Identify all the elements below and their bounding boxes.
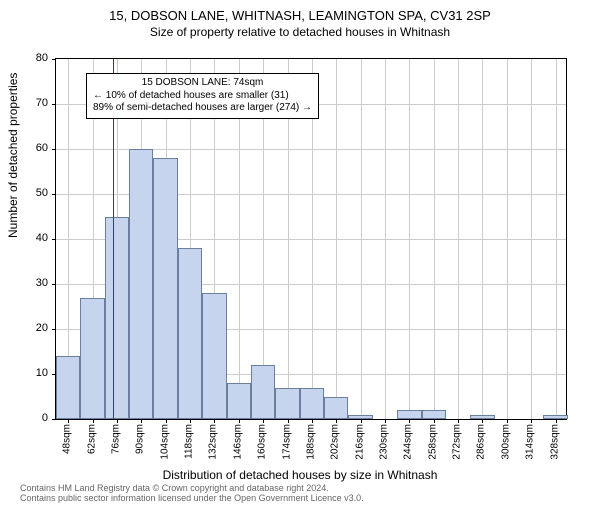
x-tick-label: 118sqm [184, 424, 195, 459]
x-tick-mark [385, 419, 386, 423]
x-tick-mark [458, 419, 459, 423]
y-tick-mark [52, 239, 56, 240]
histogram-bar [251, 365, 275, 419]
y-tick-label: 0 [18, 412, 48, 424]
histogram-bar [543, 415, 567, 420]
annotation-line3: 89% of semi-detached houses are larger (… [93, 102, 312, 115]
gridline-v [385, 59, 386, 419]
x-tick-label: 132sqm [208, 424, 219, 460]
x-tick-label: 230sqm [378, 424, 389, 460]
histogram-bar [300, 388, 324, 420]
histogram-bar [202, 293, 226, 419]
gridline-v [507, 59, 508, 419]
x-tick-label: 188sqm [305, 424, 316, 460]
x-tick-mark [507, 419, 508, 423]
x-tick-mark [263, 419, 264, 423]
x-tick-mark [361, 419, 362, 423]
y-tick-label: 80 [18, 52, 48, 64]
annotation-line2: ← 10% of detached houses are smaller (31… [93, 90, 312, 103]
y-tick-label: 50 [18, 187, 48, 199]
x-tick-label: 76sqm [110, 424, 121, 454]
x-tick-label: 328sqm [549, 424, 560, 460]
x-tick-mark [531, 419, 532, 423]
x-tick-mark [166, 419, 167, 423]
x-axis-label: Distribution of detached houses by size … [0, 468, 600, 482]
y-tick-label: 30 [18, 277, 48, 289]
y-tick-mark [52, 104, 56, 105]
gridline-v [361, 59, 362, 419]
x-tick-label: 62sqm [86, 424, 97, 454]
histogram-bar [129, 149, 153, 419]
x-tick-label: 104sqm [159, 424, 170, 460]
histogram-bar [56, 356, 80, 419]
gridline-v [458, 59, 459, 419]
chart-subtitle: Size of property relative to detached ho… [0, 25, 600, 39]
x-tick-mark [214, 419, 215, 423]
y-tick-mark [52, 419, 56, 420]
histogram-bar [397, 410, 421, 419]
x-tick-mark [336, 419, 337, 423]
x-tick-label: 244sqm [403, 424, 414, 460]
y-tick-mark [52, 194, 56, 195]
x-tick-mark [409, 419, 410, 423]
x-tick-label: 314sqm [525, 424, 536, 460]
x-tick-mark [288, 419, 289, 423]
x-tick-mark [117, 419, 118, 423]
histogram-bar [153, 158, 177, 419]
annotation-line1: 15 DOBSON LANE: 74sqm [93, 77, 312, 90]
gridline-v [336, 59, 337, 419]
gridline-v [434, 59, 435, 419]
y-tick-label: 60 [18, 142, 48, 154]
histogram-bar [470, 415, 494, 420]
histogram-bar [324, 397, 348, 420]
y-tick-label: 70 [18, 97, 48, 109]
x-tick-mark [93, 419, 94, 423]
y-tick-label: 10 [18, 367, 48, 379]
x-tick-label: 272sqm [452, 424, 463, 460]
histogram-bar [178, 248, 202, 419]
y-tick-mark [52, 149, 56, 150]
x-tick-mark [482, 419, 483, 423]
x-tick-mark [434, 419, 435, 423]
footer: Contains HM Land Registry data © Crown c… [20, 484, 364, 504]
histogram-bar [227, 383, 251, 419]
x-tick-mark [141, 419, 142, 423]
x-tick-mark [190, 419, 191, 423]
x-tick-label: 48sqm [62, 424, 73, 454]
y-tick-mark [52, 59, 56, 60]
histogram-bar [422, 410, 446, 419]
x-tick-mark [239, 419, 240, 423]
histogram-bar [275, 388, 299, 420]
x-tick-label: 160sqm [257, 424, 268, 460]
histogram-bar [105, 217, 129, 420]
gridline-v [482, 59, 483, 419]
histogram-bar [80, 298, 104, 420]
chart-title: 15, DOBSON LANE, WHITNASH, LEAMINGTON SP… [0, 8, 600, 23]
x-tick-mark [312, 419, 313, 423]
gridline-v [409, 59, 410, 419]
y-tick-label: 40 [18, 232, 48, 244]
gridline-v [531, 59, 532, 419]
x-tick-label: 174sqm [281, 424, 292, 460]
y-tick-mark [52, 284, 56, 285]
x-tick-label: 146sqm [232, 424, 243, 460]
x-tick-label: 216sqm [354, 424, 365, 460]
x-tick-label: 300sqm [500, 424, 511, 460]
histogram-bar [348, 415, 372, 420]
x-tick-label: 258sqm [427, 424, 438, 460]
annotation-box: 15 DOBSON LANE: 74sqm← 10% of detached h… [86, 73, 319, 119]
y-tick-mark [52, 329, 56, 330]
x-tick-mark [68, 419, 69, 423]
x-tick-mark [556, 419, 557, 423]
y-tick-label: 20 [18, 322, 48, 334]
plot-area: 15 DOBSON LANE: 74sqm← 10% of detached h… [55, 58, 567, 420]
footer-line2: Contains public sector information licen… [20, 494, 364, 504]
x-tick-label: 90sqm [135, 424, 146, 454]
x-tick-label: 286sqm [476, 424, 487, 460]
x-tick-label: 202sqm [330, 424, 341, 460]
gridline-v [556, 59, 557, 419]
